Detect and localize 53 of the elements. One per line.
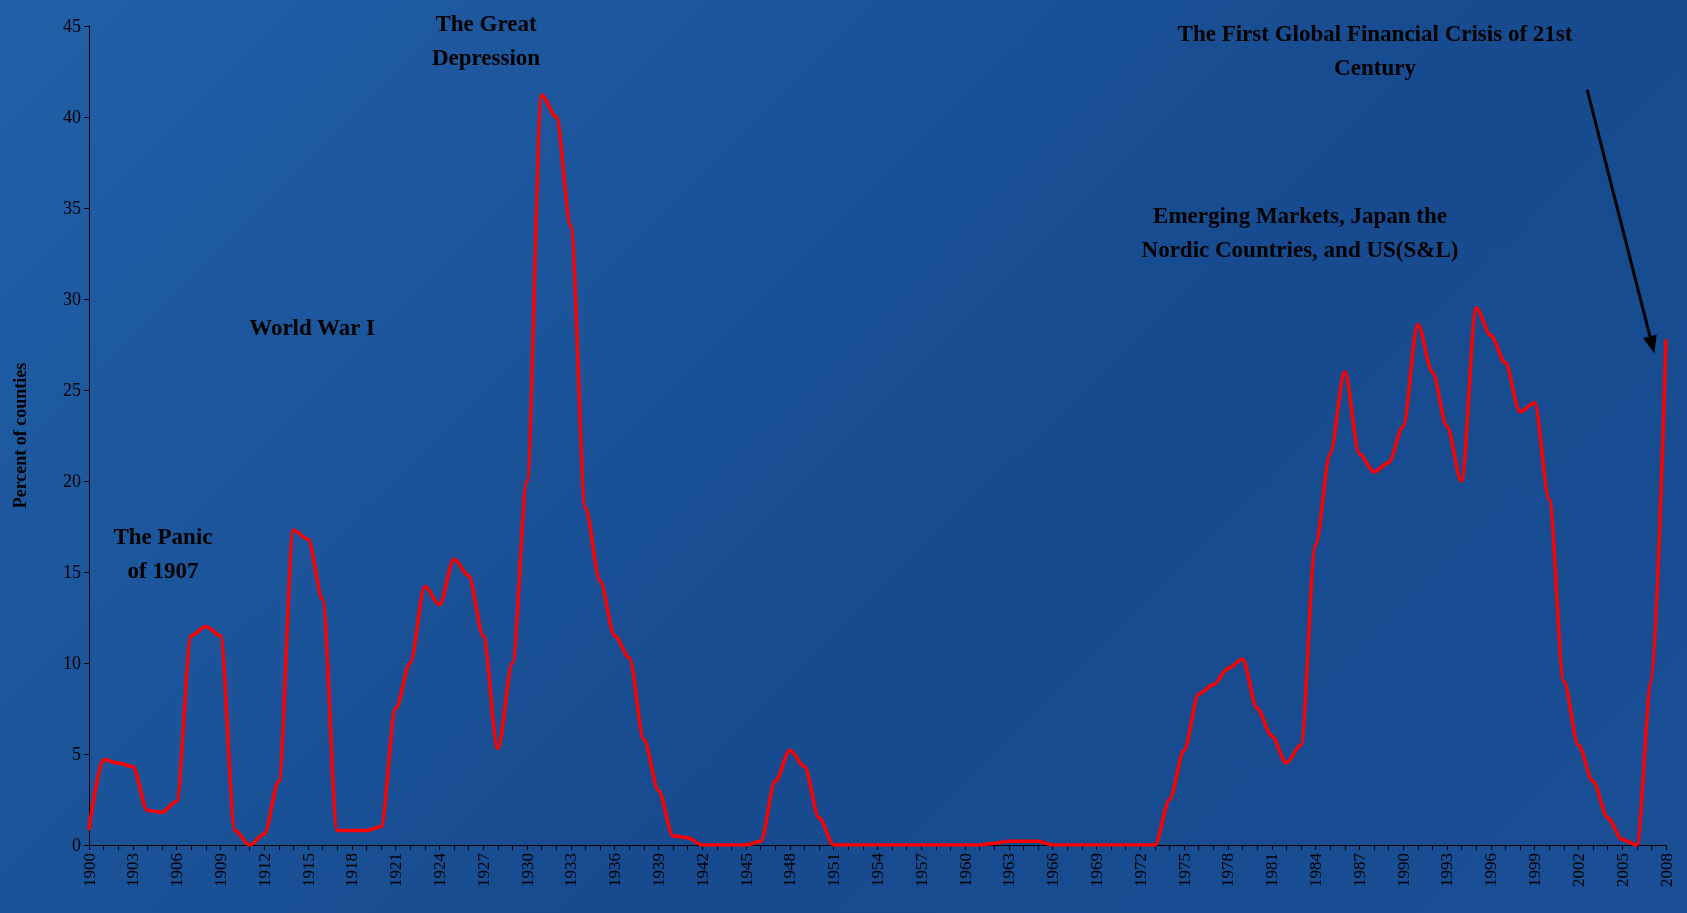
x-tick-label: 1993 (1437, 853, 1457, 887)
x-tick-label: 1987 (1349, 852, 1369, 887)
x-tick-label: 2002 (1568, 853, 1588, 887)
y-tick-label: 45 (63, 16, 81, 36)
x-tick-label: 2008 (1656, 853, 1676, 887)
y-tick-label: 15 (63, 562, 81, 582)
x-tick-label: 1954 (868, 852, 887, 887)
x-tick-label: 1951 (824, 853, 844, 887)
x-tick-label: 1990 (1393, 853, 1413, 887)
x-tick-label: 1918 (342, 853, 362, 887)
x-tick-label: 1966 (1043, 853, 1063, 887)
x-tick-label: 1927 (473, 852, 493, 887)
y-tick-label: 35 (63, 198, 81, 218)
x-tick-label: 1942 (692, 853, 712, 887)
x-tick-label: 1981 (1262, 853, 1282, 887)
x-tick-label: 1960 (955, 853, 975, 887)
annotation: The Great Depression (431, 10, 541, 70)
x-tick-label: 1921 (386, 853, 406, 887)
y-tick-label: 40 (63, 107, 81, 127)
x-tick-label: 1999 (1525, 853, 1545, 887)
x-tick-label: 1975 (1174, 853, 1194, 887)
x-tick-label: 1936 (605, 853, 625, 887)
x-tick-label: 1930 (517, 853, 537, 887)
x-tick-label: 2005 (1612, 853, 1632, 887)
x-tick-label: 1939 (648, 853, 668, 887)
annotation: Emerging Markets, Japan the Nordic Countries, and US(S&L) (1141, 202, 1459, 262)
x-tick-label: 1924 (429, 852, 449, 887)
y-axis-title: Percent of counties (10, 362, 30, 509)
y-tick-label: 20 (63, 471, 81, 491)
x-tick-label: 1957 (911, 852, 931, 887)
y-tick-label: 30 (63, 289, 81, 309)
x-tick-label: 1912 (254, 853, 274, 887)
x-tick-label: 1933 (561, 853, 581, 887)
x-tick-label: 1984 (1306, 852, 1326, 887)
y-tick-label: 25 (63, 380, 81, 400)
x-tick-label: 1978 (1218, 853, 1238, 887)
x-tick-label: 1996 (1481, 853, 1501, 887)
y-tick-label: 5 (72, 744, 81, 764)
x-tick-label: 1915 (298, 853, 318, 887)
x-tick-label: 1948 (780, 853, 800, 887)
annotation: The Panic of 1907 (113, 523, 213, 583)
annotation: World War I (249, 314, 375, 340)
annotation: The First Global Financial Crisis of 21st Century (1177, 20, 1573, 80)
y-tick-label: 10 (63, 653, 81, 673)
x-tick-label: 1903 (123, 853, 143, 887)
x-tick-label: 1972 (1130, 853, 1150, 887)
x-tick-label: 1963 (999, 853, 1019, 887)
x-tick-label: 1909 (210, 853, 230, 887)
y-tick-label: 0 (72, 835, 81, 855)
x-tick-label: 1969 (1087, 853, 1107, 887)
x-tick-label: 1906 (167, 853, 187, 887)
x-tick-label: 1945 (736, 853, 756, 887)
x-tick-label: 1900 (79, 853, 99, 887)
